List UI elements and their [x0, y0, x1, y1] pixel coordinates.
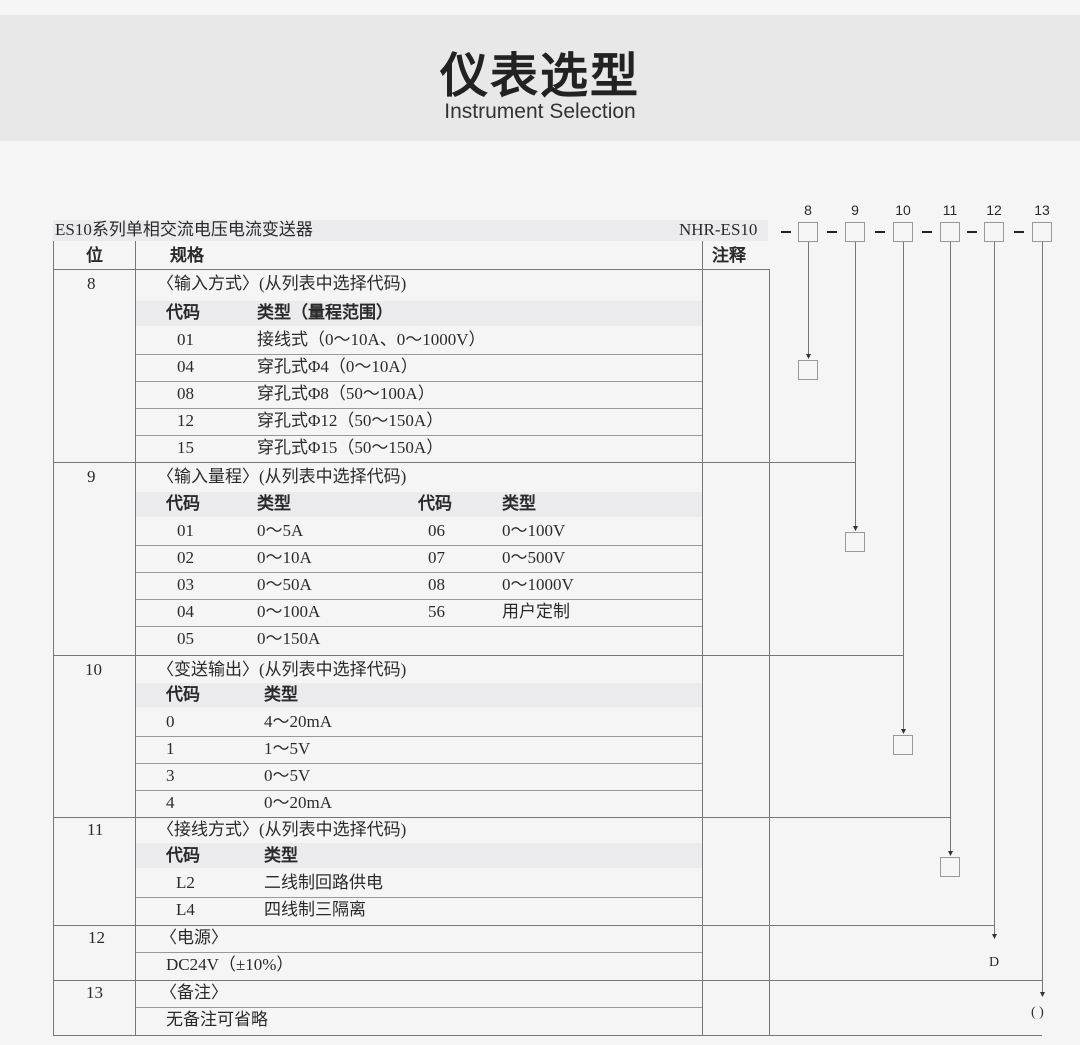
- subheader-band: [136, 492, 702, 517]
- type: 0～5V: [264, 766, 311, 785]
- section-title: 〈接线方式〉(从列表中选择代码): [157, 820, 407, 839]
- code: 01: [177, 521, 194, 540]
- code: L2: [176, 873, 195, 892]
- position-label: 8: [804, 202, 812, 218]
- code-header: 代码: [166, 685, 200, 705]
- position-label: 9: [851, 202, 859, 218]
- position-label: 13: [1034, 202, 1050, 218]
- type: 0～100V: [502, 521, 566, 540]
- code: 15: [177, 438, 194, 457]
- subheader-band: [136, 683, 702, 707]
- code: 01: [177, 330, 194, 349]
- type: 0～500V: [502, 548, 566, 567]
- type: 接线式（0～10A、0～1000V）: [257, 330, 486, 349]
- type-header: 类型: [264, 685, 298, 705]
- type: 0～50A: [257, 575, 312, 594]
- type: 穿孔式Φ15（50～150A）: [257, 438, 444, 457]
- section-pos: 13: [86, 983, 103, 1002]
- section-title: 〈备注〉: [160, 983, 228, 1002]
- position-label: 10: [895, 202, 911, 218]
- type: 0～5A: [257, 521, 304, 540]
- subheader-band: [136, 301, 702, 326]
- col-note: 注释: [712, 246, 746, 266]
- note-value: 无备注可省略: [166, 1010, 268, 1029]
- table-title: ES10系列单相交流电压电流变送器: [55, 220, 313, 239]
- code: 12: [177, 411, 194, 430]
- code-header: 代码: [418, 494, 452, 514]
- note-code: ( ): [1031, 1005, 1044, 1020]
- type: 0～1000V: [502, 575, 574, 594]
- type: 0～150A: [257, 629, 321, 648]
- header-banner: [0, 15, 1080, 141]
- code: 07: [428, 548, 445, 567]
- power-code: D: [989, 955, 1000, 970]
- code: 0: [166, 712, 175, 731]
- code: 4: [166, 793, 175, 812]
- model-code: NHR-ES10: [679, 220, 758, 239]
- col-spec: 规格: [170, 246, 204, 266]
- type: 4～20mA: [264, 712, 332, 731]
- type-header: 类型（量程范围）: [257, 303, 393, 323]
- type: 0～100A: [257, 602, 321, 621]
- type: 1～5V: [264, 739, 311, 758]
- type-header: 类型: [257, 494, 291, 514]
- section-title: 〈变送输出〉(从列表中选择代码): [157, 660, 407, 679]
- table-title-band: [53, 220, 703, 241]
- code: 1: [166, 739, 175, 758]
- code: 05: [177, 629, 194, 648]
- type: 穿孔式Φ12（50～150A）: [257, 411, 444, 430]
- section-pos: 12: [88, 928, 105, 947]
- type-header: 类型: [502, 494, 536, 514]
- code: 04: [177, 602, 194, 621]
- code: 06: [428, 521, 445, 540]
- code-header: 代码: [166, 303, 200, 323]
- type: 用户定制: [502, 602, 570, 621]
- section-pos: 8: [87, 274, 96, 293]
- section-title: 〈电源〉: [160, 928, 228, 947]
- code: 3: [166, 766, 175, 785]
- page-subtitle: Instrument Selection: [444, 100, 636, 123]
- position-label: 11: [942, 202, 958, 218]
- code: 08: [428, 575, 445, 594]
- section-title: 〈输入量程〉(从列表中选择代码): [157, 467, 407, 486]
- model-band: [678, 220, 768, 241]
- page-title: 仪表选型: [439, 48, 640, 104]
- section-pos: 9: [87, 467, 96, 486]
- section-pos: 10: [85, 660, 102, 679]
- position-label: 12: [986, 202, 1002, 218]
- col-position: 位: [86, 246, 103, 266]
- section-title: 〈输入方式〉(从列表中选择代码): [157, 274, 407, 293]
- code: 56: [428, 602, 445, 621]
- type: 0～20mA: [264, 793, 332, 812]
- code: 08: [177, 384, 194, 403]
- subheader-band: [136, 843, 702, 868]
- code-header: 代码: [166, 846, 200, 866]
- code: L4: [176, 900, 195, 919]
- code: 02: [177, 548, 194, 567]
- power-value: DC24V（±10%）: [166, 955, 294, 974]
- type: 穿孔式Φ4（0～10A）: [257, 357, 418, 376]
- type: 二线制回路供电: [264, 873, 383, 892]
- section-pos: 11: [87, 820, 104, 839]
- code: 04: [177, 357, 194, 376]
- type-header: 类型: [264, 846, 298, 866]
- type: 四线制三隔离: [264, 900, 366, 919]
- code: 03: [177, 575, 194, 594]
- code-header: 代码: [166, 494, 200, 514]
- type: 0～10A: [257, 548, 312, 567]
- type: 穿孔式Φ8（50～100A）: [257, 384, 435, 403]
